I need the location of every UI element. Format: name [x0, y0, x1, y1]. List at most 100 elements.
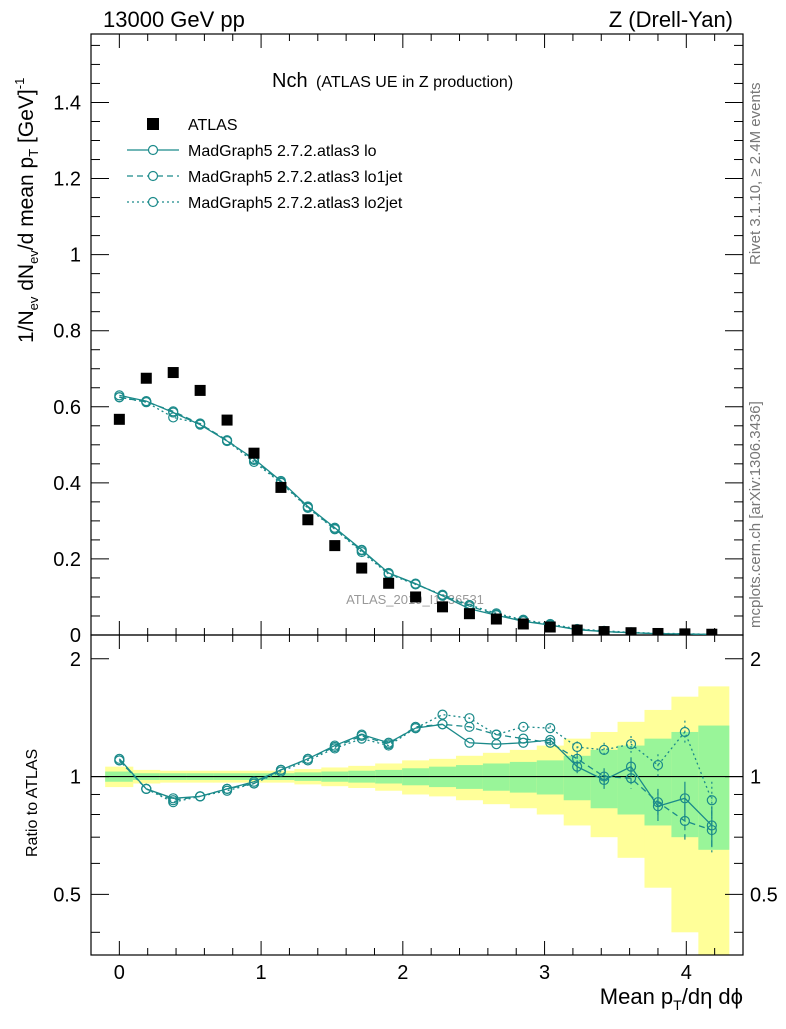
ratio-series-point [141, 783, 152, 795]
ratio-series-point [572, 753, 583, 764]
main-series-point [437, 589, 448, 600]
legend-marker-circle [147, 196, 159, 208]
ratio-series-point [598, 771, 610, 782]
ratio-plot-frame [90, 634, 744, 956]
data-point [679, 628, 691, 635]
ratio-series-point [625, 773, 637, 784]
y-tick-label-main: 0.6 [53, 397, 81, 419]
ratio-series-point [545, 737, 556, 748]
ratio-series-point [302, 755, 313, 766]
data-point [167, 367, 179, 379]
ratio-series-point [437, 709, 448, 720]
x-tick-label: 3 [539, 962, 550, 984]
legend-entry: MadGraph5 2.7.2.atlas3 lo2jet [127, 195, 403, 212]
y-axis-label-ratio: Ratio to ATLAS [24, 749, 41, 857]
data-point [194, 384, 206, 396]
axis-tick-labels: 0 1 2 3 4 0 0.2 0.4 0.6 0.8 1 1.2 1.4 0.5 0.5 1 1 2 2 [53, 92, 778, 984]
data-point [410, 591, 422, 603]
ratio-series-point [248, 778, 260, 789]
legend-label: MadGraph5 2.7.2.atlas3 lo [188, 143, 377, 160]
ratio-series-point [679, 726, 690, 738]
main-series-point [248, 456, 260, 468]
ratio-series-point [491, 729, 502, 740]
x-tick-label: 4 [681, 962, 692, 984]
y-tick-label-main: 0 [70, 625, 81, 647]
legend-entry: MadGraph5 2.7.2.atlas3 lo1jet [127, 169, 403, 186]
ratio-series-point [679, 815, 690, 827]
data-point [437, 601, 449, 613]
plot-title-sub: (ATLAS UE in Z production) [316, 74, 513, 91]
data-point [113, 413, 125, 425]
y-tick-label-main: 0.2 [53, 549, 81, 571]
y-tick-label-ratio: 0.5 [53, 884, 81, 906]
ratio-series-point [221, 785, 233, 796]
ratio-series-line [118, 723, 713, 831]
ratio-series-point [168, 797, 179, 808]
main-series-point [168, 412, 179, 423]
legend-marker-circle [147, 144, 159, 156]
ratio-series-point [572, 741, 583, 753]
main-series-point [141, 397, 152, 408]
ratio-series-point [518, 733, 529, 744]
ratio-series-point [518, 721, 529, 732]
main-series-point [383, 569, 394, 580]
ratio-series-point [572, 761, 583, 772]
y-axis-label-main: 1/Nev dNev/d mean pT [GeV]-1 [12, 78, 41, 343]
plot-title-main: Nch [272, 70, 308, 92]
legend-entry: ATLAS [147, 117, 238, 134]
main-series-point [410, 579, 421, 590]
x-tick-label: 2 [397, 962, 408, 984]
ratio-series-point [195, 791, 206, 802]
data-point [544, 621, 556, 633]
plot-title: Nch (ATLAS UE in Z production) [272, 70, 513, 92]
data-point [140, 372, 152, 384]
y-tick-label-ratio: 2 [70, 649, 81, 671]
main-series-point [356, 546, 367, 558]
data-point [275, 481, 287, 493]
main-series-point [195, 418, 206, 429]
ratio-series-point [437, 719, 448, 730]
data-point [571, 624, 583, 635]
data-point [221, 414, 233, 426]
legend-marker-circle [147, 170, 159, 182]
header-left: 13000 GeV pp [103, 7, 245, 32]
y-tick-label-ratio-right: 1 [750, 767, 761, 789]
header-right: Z (Drell-Yan) [609, 7, 733, 32]
data-point [625, 627, 637, 635]
ratio-series-point [275, 766, 287, 777]
legend-label: ATLAS [188, 117, 238, 134]
main-series-point [221, 435, 233, 447]
ratio-series-point [114, 755, 125, 766]
ratio-series-point [356, 733, 367, 744]
x-axis-label: Mean pT/dη dϕ [600, 984, 743, 1013]
y-tick-label-main: 1 [70, 245, 81, 267]
main-series-point [114, 392, 125, 403]
main-series-point [302, 502, 313, 514]
ratio-series-point [706, 795, 717, 806]
band-inner-bin [536, 760, 565, 795]
data-point [329, 540, 341, 552]
ratio-series-point [598, 774, 610, 786]
main-data-points [113, 367, 718, 635]
legend-marker-square [147, 118, 159, 130]
data-point [383, 577, 395, 589]
x-tick-label: 1 [256, 962, 267, 984]
ratio-series-point [518, 737, 529, 748]
x-tick-label: 0 [114, 962, 125, 984]
y-tick-label-main: 1.2 [53, 169, 81, 191]
data-point [490, 613, 502, 625]
data-point [463, 608, 475, 620]
data-point [248, 447, 260, 459]
data-point [356, 562, 368, 574]
ratio-series-point [652, 797, 664, 808]
ratio-series-point [383, 740, 394, 751]
ratio-series-point [652, 759, 664, 771]
ratio-series-point [706, 824, 717, 836]
ratio-series-line [118, 713, 713, 803]
main-series-point [329, 524, 340, 535]
data-point [302, 514, 314, 526]
data-point [598, 626, 610, 635]
y-tick-label-ratio-right: 0.5 [750, 884, 778, 906]
mcplots-label: mcplots.cern.ch [arXiv:1306.3436] [747, 401, 764, 628]
y-tick-label-main: 0.8 [53, 321, 81, 343]
